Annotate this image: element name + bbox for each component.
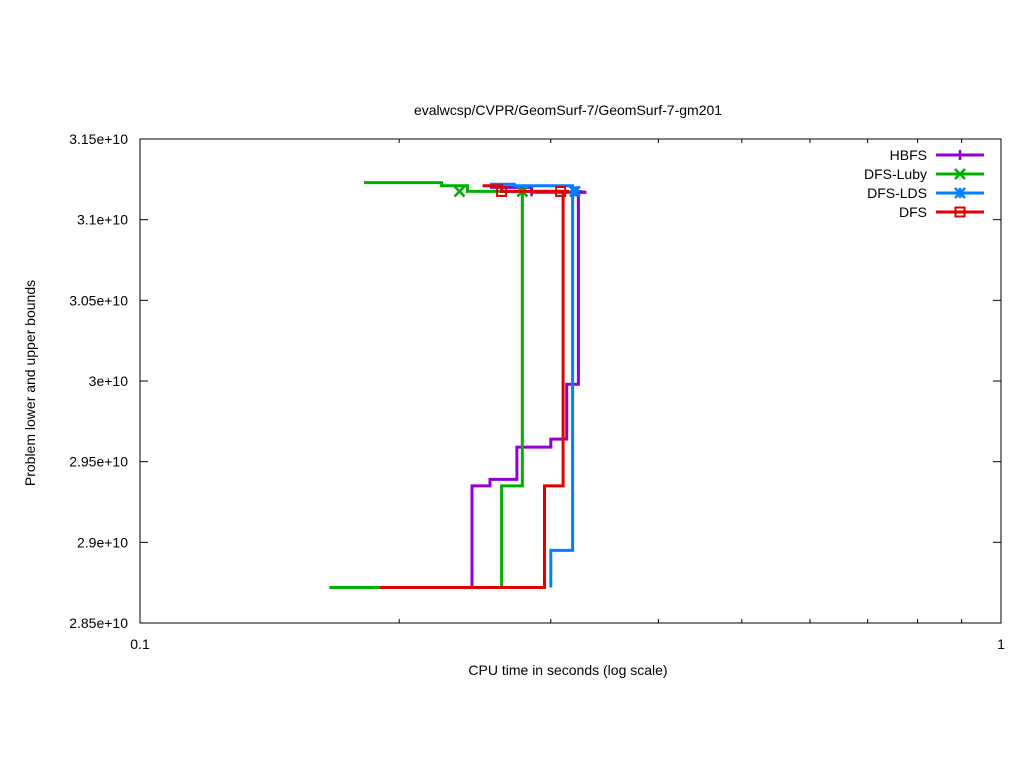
series-upper-bound-line (482, 184, 569, 193)
legend-label: DFS-Luby (864, 166, 927, 182)
y-tick-label: 3.15e+10 (69, 131, 128, 147)
y-axis-label: Problem lower and upper bounds (22, 280, 38, 486)
legend-label: DFS-LDS (867, 185, 927, 201)
series-lower-bound-line (345, 190, 587, 589)
axis-ticks: 2.85e+10 2.9e+10 2.95e+10 3e+10 3.05e+10 3.1e… (69, 131, 1005, 652)
chart-title: evalwcsp/CVPR/GeomSurf-7/GeomSurf-7-gm20… (414, 102, 722, 118)
x-tick-label: 0.1 (130, 636, 150, 652)
legend-marker (954, 168, 966, 180)
y-tick-label: 3.05e+10 (69, 292, 128, 308)
legend-label: DFS (899, 204, 927, 220)
x-tick-label: 1 (997, 636, 1005, 652)
legend: HBFS DFS-Luby DFS-LDS DFS (864, 147, 984, 220)
y-tick-label: 2.85e+10 (69, 615, 128, 631)
series-marker (569, 185, 581, 198)
legend-marker (954, 206, 966, 218)
legend-label: HBFS (890, 147, 927, 163)
series-marker (453, 185, 466, 198)
series-marker (555, 185, 567, 197)
y-tick-label: 2.9e+10 (77, 534, 128, 550)
series-dfs-lds (490, 182, 581, 588)
y-tick-label: 2.95e+10 (69, 454, 128, 470)
plot-frame (139, 138, 1002, 624)
series-lower-bound-line (549, 191, 575, 588)
series-lower-bound-line (380, 191, 565, 589)
legend-marker (954, 187, 966, 199)
series-upper-bound-line (363, 181, 523, 193)
series-dfs (380, 184, 569, 589)
series-marker (496, 185, 508, 197)
legend-marker (955, 150, 965, 160)
x-axis-label: CPU time in seconds (log scale) (468, 662, 667, 678)
y-tick-label: 3.1e+10 (77, 212, 128, 228)
series-layer (329, 181, 587, 589)
y-tick-label: 3e+10 (89, 373, 129, 389)
